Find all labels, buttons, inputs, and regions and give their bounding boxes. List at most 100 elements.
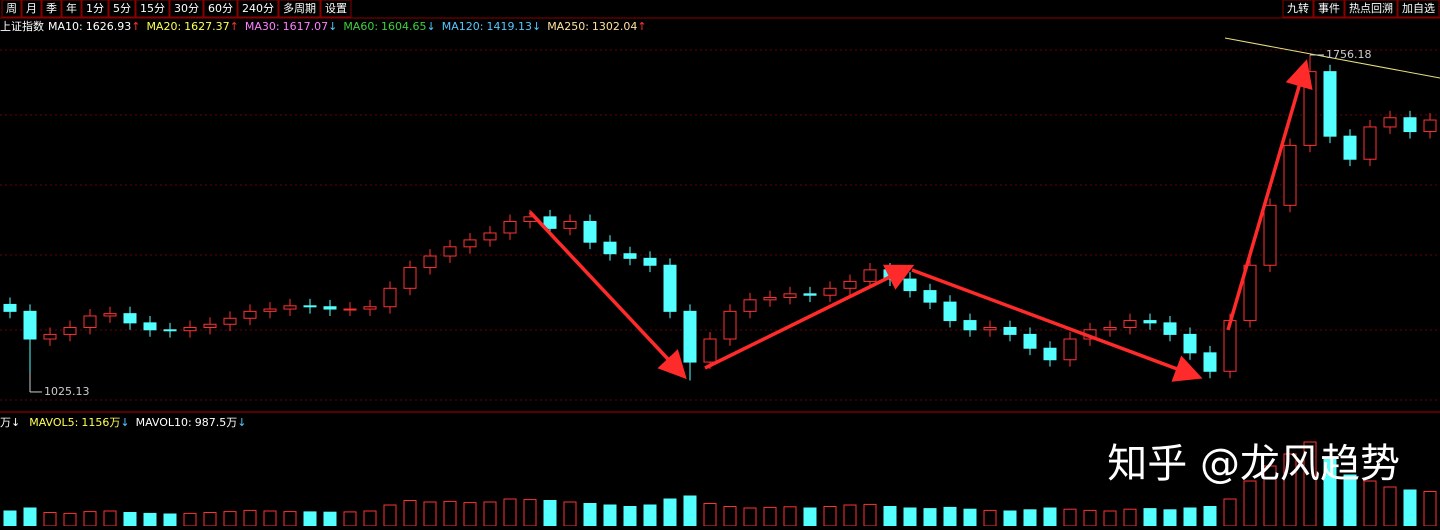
- candle-body: [863, 269, 877, 282]
- tab[interactable]: 加自选: [1402, 2, 1435, 15]
- watermark: 知乎 @龙风趋势: [1107, 441, 1400, 487]
- candle-body: [763, 297, 777, 301]
- tab[interactable]: 九转: [1287, 1, 1309, 15]
- volume-bar: [583, 503, 597, 527]
- candle-body: [1343, 135, 1357, 160]
- legend-name: MA30:: [245, 20, 280, 33]
- candle-body: [103, 313, 117, 317]
- candle-body: [1003, 326, 1017, 335]
- volume-bar: [483, 501, 497, 527]
- volume-bar: [243, 509, 257, 527]
- candle-body: [1243, 264, 1257, 322]
- tab-border: [41, 0, 62, 18]
- candle-body: [743, 299, 757, 312]
- volume-bar: [783, 506, 797, 527]
- legend-arrow: ↑: [131, 20, 140, 33]
- candles: [3, 54, 1437, 392]
- legend-value: 1302.04: [592, 20, 638, 33]
- volume-bar: [1383, 486, 1397, 527]
- candle-body: [1403, 117, 1417, 133]
- legend-name: MAVOL10:: [136, 416, 192, 429]
- volume-bar: [663, 498, 677, 527]
- volume-bar: [683, 495, 697, 527]
- tab-border: [81, 0, 109, 18]
- volume-bar: [823, 506, 837, 527]
- volume-bar: [123, 512, 137, 527]
- volume-bar: [943, 506, 957, 527]
- volume-bar: [1123, 508, 1137, 527]
- candle-body: [1303, 71, 1317, 146]
- tab[interactable]: 30分: [174, 2, 199, 15]
- volume-bar: [1043, 507, 1057, 527]
- tab-border: [1344, 0, 1398, 18]
- tab[interactable]: 月: [26, 2, 37, 15]
- tab[interactable]: 60分: [208, 2, 233, 15]
- candle-body: [1163, 322, 1177, 335]
- volume-bar: [1203, 506, 1217, 527]
- tab[interactable]: 15分: [140, 2, 165, 15]
- legend-arrow: ↓: [120, 416, 129, 429]
- candle-body: [723, 310, 737, 340]
- volume-bar: [703, 503, 717, 527]
- tab[interactable]: 热点回溯: [1349, 2, 1393, 15]
- tab[interactable]: 5分: [113, 2, 131, 15]
- candle-body: [3, 303, 17, 312]
- candle-body: [1263, 204, 1277, 266]
- volume-bar: [803, 507, 817, 527]
- candle-body: [643, 257, 657, 266]
- legend-arrow: ↓: [237, 416, 246, 429]
- tab[interactable]: 多周期: [283, 1, 316, 15]
- legend-name: MA250:: [547, 20, 589, 33]
- volume-bar: [203, 512, 217, 527]
- legend-value: 1617.07: [283, 20, 329, 33]
- volume-bar: [1103, 510, 1117, 527]
- volume-bar: [1223, 498, 1237, 527]
- candle-body: [323, 306, 337, 310]
- candle-body: [663, 264, 677, 312]
- legend-value: 1156万: [81, 416, 120, 429]
- legend-value: 1604.65: [381, 20, 427, 33]
- candle-body: [203, 323, 217, 328]
- candle-body: [1123, 320, 1137, 328]
- volume-bar: [423, 501, 437, 527]
- candle-body: [1203, 352, 1217, 372]
- candle-body: [1383, 117, 1397, 128]
- candle-body: [223, 317, 237, 325]
- volume-bar: [1083, 509, 1097, 527]
- candle-body: [403, 267, 417, 289]
- volume-bar: [83, 511, 97, 527]
- candle-body: [1283, 144, 1297, 206]
- chart-title: 上证指数: [0, 19, 44, 33]
- candle-body: [263, 308, 277, 312]
- tab-border: [169, 0, 204, 18]
- volume-bar: [103, 510, 117, 527]
- tab[interactable]: 年: [66, 1, 77, 15]
- volume-bar: [1003, 510, 1017, 527]
- volume-bar: [763, 506, 777, 527]
- legend-arrow: ↓: [427, 20, 436, 33]
- legend-value: 987.5万: [195, 416, 238, 429]
- volume-bar: [303, 511, 317, 527]
- candle-body: [483, 232, 497, 241]
- candle-body: [603, 241, 617, 255]
- tab-border: [1313, 0, 1345, 18]
- legend-arrow: ↓: [532, 20, 541, 33]
- tab[interactable]: 周: [6, 2, 17, 15]
- volume-bar: [443, 500, 457, 527]
- grid: [0, 49, 1440, 401]
- tab[interactable]: 240分: [242, 2, 274, 15]
- legend-arrow: ↑: [230, 20, 239, 33]
- tab[interactable]: 1分: [86, 2, 104, 15]
- volume-bar: [983, 509, 997, 527]
- legend-name: MA120:: [442, 20, 484, 33]
- tab[interactable]: 季: [46, 2, 57, 15]
- tab[interactable]: 设置: [325, 2, 347, 15]
- tab[interactable]: 事件: [1318, 2, 1340, 15]
- candle-body: [423, 255, 437, 269]
- candle-body: [983, 326, 997, 331]
- legend-value: 1419.13: [486, 20, 532, 33]
- tab-border: [135, 0, 170, 18]
- volume-bar: [1403, 489, 1417, 527]
- volume-bar: [223, 511, 237, 527]
